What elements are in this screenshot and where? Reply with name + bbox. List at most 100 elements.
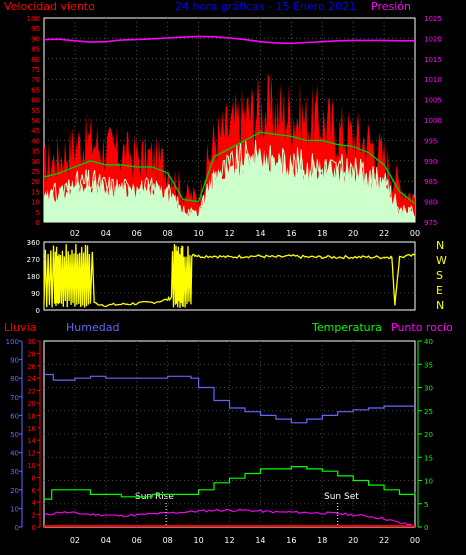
top-right-tick: 980	[424, 199, 437, 207]
rain-tick: 6	[32, 487, 37, 495]
dir-y-tick: 0	[36, 307, 40, 315]
dir-y-tick: 360	[27, 239, 40, 247]
temperature-tick: 40	[424, 338, 433, 346]
top-left-tick: 55	[31, 107, 40, 115]
top-right-tick: 1025	[424, 15, 442, 23]
temperature-tick: 30	[424, 385, 433, 393]
rain-tick: 24	[27, 375, 36, 383]
top-right-tick: 990	[424, 158, 437, 166]
top-x-tick: 08	[163, 229, 173, 238]
top-x-tick: 18	[317, 229, 327, 238]
bottom-x-tick: 10	[193, 536, 203, 545]
top-right-tick: 975	[424, 219, 437, 227]
bottom-x-tick: 00	[410, 536, 420, 545]
top-left-tick: 90	[31, 35, 40, 43]
sunrise-annotation: Sun Rise	[135, 492, 174, 502]
temperature-tick: 10	[424, 478, 433, 486]
top-left-tick: 40	[31, 137, 40, 145]
top-left-tick: 25	[31, 168, 40, 176]
chart-marks: 0510152025303540455055606570758085909510…	[6, 15, 442, 545]
temperature-tick: 0	[424, 524, 428, 532]
dir-label-e: E	[436, 284, 443, 297]
top-left-tick: 45	[31, 127, 40, 135]
temperature-tick: 35	[424, 361, 433, 369]
rain-tick: 4	[32, 499, 37, 507]
top-right-tick: 1020	[424, 35, 442, 43]
top-x-tick: 22	[379, 229, 389, 238]
bottom-label-rocio: Punto rocío	[391, 321, 453, 334]
temperature-tick: 25	[424, 408, 433, 416]
bottom-x-tick: 04	[101, 536, 111, 545]
top-left-tick: 5	[36, 209, 40, 217]
dir-y-tick: 180	[27, 273, 40, 281]
humidity-tick: 30	[10, 468, 19, 476]
top-left-tick: 0	[36, 219, 40, 227]
humidity-tick: 0	[15, 524, 19, 532]
dir-label-n1: N	[436, 239, 444, 252]
dir-panel-frame	[43, 241, 416, 311]
bottom-label-humedad: Humedad	[66, 321, 119, 334]
rain-tick: 18	[27, 412, 36, 420]
dir-label-s: S	[436, 269, 443, 282]
top-x-tick: 10	[193, 229, 203, 238]
rain-tick: 26	[27, 363, 36, 371]
temperature-tick: 20	[424, 431, 433, 439]
dir-label-w: W	[436, 254, 447, 267]
top-left-tick: 60	[31, 97, 40, 105]
bottom-x-tick: 20	[348, 536, 358, 545]
top-left-tick: 100	[27, 15, 40, 23]
top-x-tick: 04	[101, 229, 111, 238]
top-left-tick: 70	[31, 76, 40, 84]
top-left-tick: 95	[31, 25, 40, 33]
rain-tick: 16	[27, 425, 36, 433]
top-x-tick: 16	[286, 229, 296, 238]
top-left-tick: 15	[31, 188, 40, 196]
bottom-x-tick: 06	[132, 536, 142, 545]
rain-tick: 22	[27, 388, 36, 396]
rain-tick: 8	[32, 474, 36, 482]
top-x-tick: 06	[132, 229, 142, 238]
top-x-tick: 14	[255, 229, 265, 238]
top-left-tick: 50	[31, 117, 40, 125]
bottom-x-tick: 08	[163, 536, 173, 545]
bottom-x-tick: 16	[286, 536, 296, 545]
rain-tick: 10	[27, 462, 36, 470]
rain-tick: 14	[27, 437, 36, 445]
bottom-x-tick: 12	[224, 536, 234, 545]
top-title: 24 hora gráficas - 15 Enero 2021	[175, 0, 356, 13]
bottom-label-temperatura: Temperatura	[311, 321, 382, 334]
rain-tick: 28	[27, 350, 36, 358]
wind-direction-line	[43, 243, 416, 308]
top-x-tick: 12	[224, 229, 234, 238]
top-left-tick: 35	[31, 148, 40, 156]
humidity-tick: 40	[10, 450, 19, 458]
top-right-tick: 995	[424, 137, 437, 145]
temperature-tick: 15	[424, 454, 433, 462]
top-left-tick: 80	[31, 56, 40, 64]
dewpoint-line	[43, 508, 413, 526]
dir-label-n2: N	[436, 299, 444, 312]
humidity-tick: 20	[10, 487, 19, 495]
bottom-label-lluvia: Lluvia	[4, 321, 36, 334]
rain-tick: 12	[27, 450, 36, 458]
bottom-x-tick: 14	[255, 536, 265, 545]
top-left-tick: 65	[31, 86, 40, 94]
top-right-tick: 1010	[424, 76, 442, 84]
rain-tick: 2	[32, 512, 36, 520]
rain-tick: 0	[32, 524, 36, 532]
wind-average-line	[43, 131, 416, 205]
pressure-line	[43, 35, 415, 45]
top-left-tick: 20	[31, 178, 40, 186]
top-right-tick: 985	[424, 178, 437, 186]
bottom-x-tick: 22	[379, 536, 389, 545]
temperature-tick: 5	[424, 501, 428, 509]
rain-tick: 20	[27, 400, 36, 408]
top-left-tick: 85	[31, 46, 40, 54]
humidity-line	[44, 373, 415, 424]
dir-y-tick: 270	[27, 256, 40, 264]
humidity-tick: 10	[10, 505, 19, 513]
top-x-tick: 20	[348, 229, 358, 238]
top-x-tick: 00	[410, 229, 420, 238]
top-right-tick: 1015	[424, 56, 442, 64]
